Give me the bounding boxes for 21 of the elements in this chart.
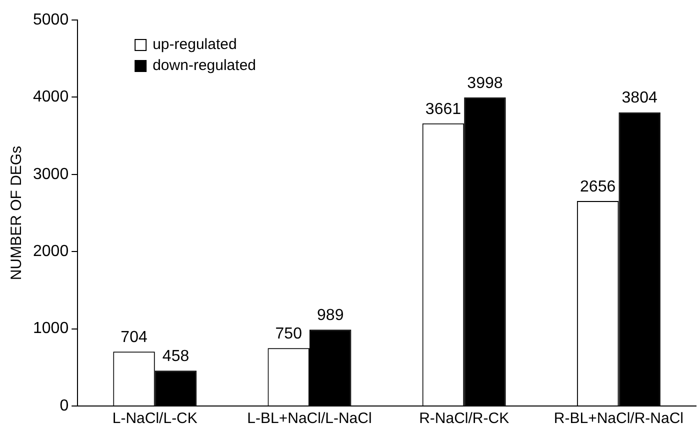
x-tick-label: R-NaCl/R-CK	[419, 410, 510, 428]
data-label: 2656	[580, 178, 616, 196]
y-axis-title: NUMBER OF DEGs	[8, 146, 26, 280]
y-tick-label: 0	[60, 397, 69, 414]
x-tick-label: R-BL+NaCl/R-NaCl	[554, 410, 684, 428]
data-label: 989	[317, 307, 344, 324]
x-tick-label: L-BL+NaCl/L-NaCl	[247, 410, 372, 428]
data-label: 3998	[467, 74, 503, 92]
legend-label: up-regulated	[152, 36, 237, 54]
legend-label: down-regulated	[152, 57, 256, 74]
data-label: 704	[120, 329, 148, 346]
data-label: 750	[275, 326, 302, 343]
y-tick-label: 4000	[33, 88, 69, 106]
y-tick-label: 3000	[33, 166, 69, 183]
data-label: 458	[162, 348, 190, 366]
data-label: 3804	[622, 90, 658, 107]
y-tick-label: 5000	[33, 11, 69, 28]
y-tick-label: 1000	[33, 320, 69, 338]
x-tick-label: L-NaCl/L-CK	[112, 410, 198, 428]
y-tick-label: 2000	[33, 243, 69, 260]
data-label: 3661	[425, 100, 462, 118]
